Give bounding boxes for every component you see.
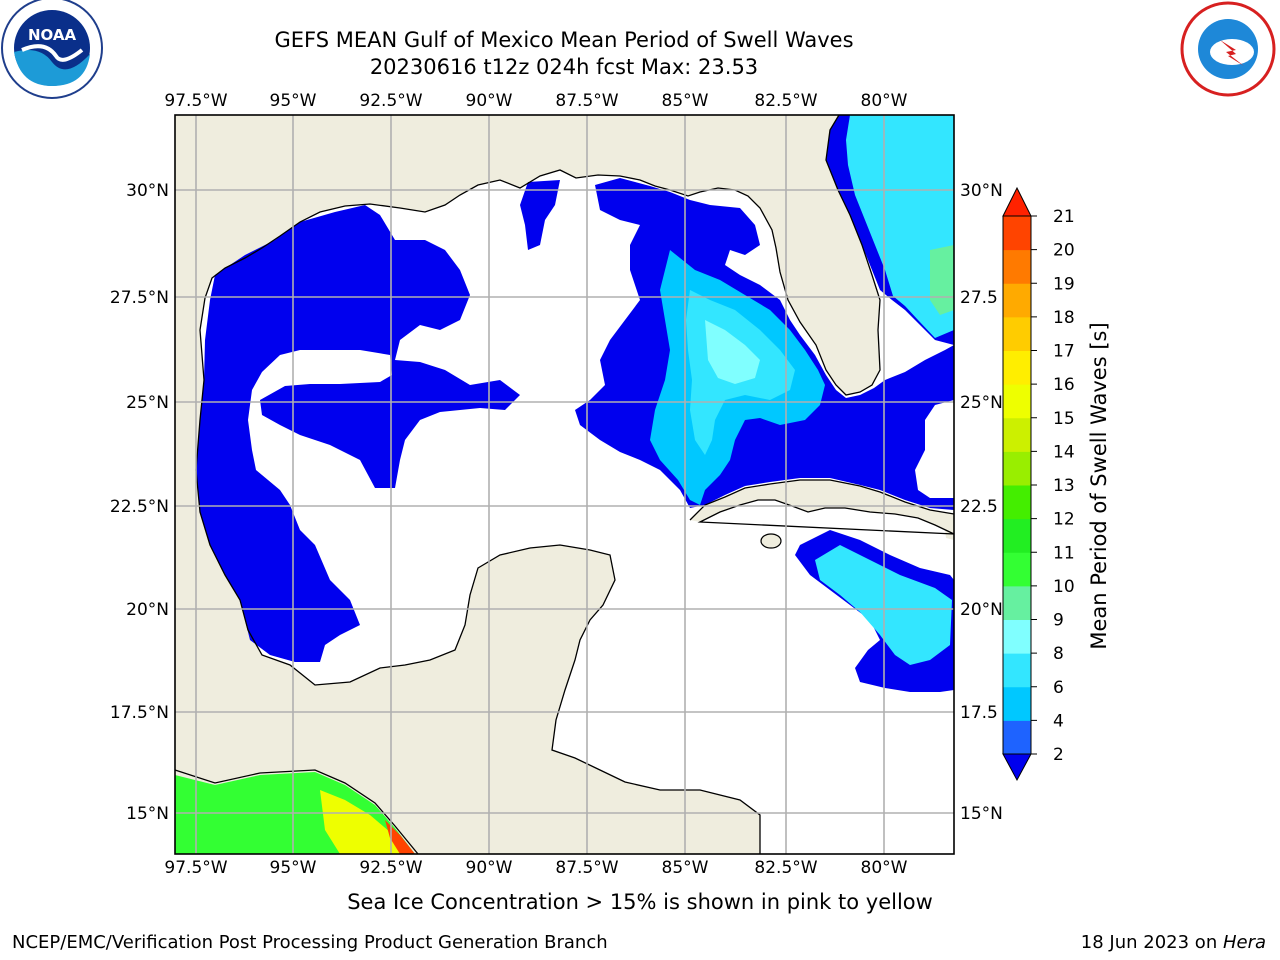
colorbar-segment: [1003, 283, 1031, 318]
field-cyan-core: [705, 320, 760, 384]
latitude-label: 27.5°N: [110, 288, 169, 308]
colorbar-segment: [1003, 518, 1031, 553]
latitude-label: 27.5: [960, 288, 998, 308]
noaa-logo: NOAA: [1, 0, 103, 99]
latitude-label: 17.5: [960, 703, 998, 723]
sea-ice-note: Sea Ice Concentration > 15% is shown in …: [347, 890, 933, 914]
colorbar-label: Mean Period of Swell Waves [s]: [1087, 322, 1111, 649]
longitude-label: 92.5°W: [359, 858, 422, 878]
latitude-labels-right: 30°N 27.5 25°N 22.5 20°N 17.5 15°N: [960, 181, 1003, 824]
colorbar-segment: [1003, 485, 1031, 520]
longitude-label: 82.5°W: [754, 91, 817, 111]
footer-credit: NCEP/EMC/Verification Post Processing Pr…: [12, 932, 608, 953]
gridlines: [175, 115, 954, 854]
swell-period-field: [175, 115, 954, 854]
latitude-label: 15°N: [960, 804, 1003, 824]
colorbar-segment: [1003, 585, 1031, 620]
map-subtitle: 20230616 t12z 024h fcst Max: 23.53: [369, 55, 759, 79]
colorbar-tick-label: 16: [1053, 375, 1075, 395]
field-atlantic-green: [930, 245, 954, 315]
footer-date: 18 Jun 2023 on Hera: [1080, 932, 1266, 953]
colorbar-over-triangle: [1002, 186, 1032, 217]
map-frame: [174, 114, 955, 855]
colorbar-segment: [1003, 216, 1031, 251]
map-title: GEFS MEAN Gulf of Mexico Mean Period of …: [274, 28, 854, 52]
latitude-label: 25°N: [126, 393, 169, 413]
colorbar-tick-label: 12: [1053, 510, 1075, 530]
longitude-labels-top: 97.5°W 95°W 92.5°W 90°W 87.5°W 85°W 82.5°W 80°W: [164, 91, 907, 111]
colorbar: 2 4 6 8 9 10 11 12 13 14 15 16 17 18 19 20 21: [1002, 186, 1075, 782]
longitude-labels-bottom: 97.5°W 95°W 92.5°W 90°W 87.5°W 85°W 82.5°W 80°W: [164, 858, 907, 878]
longitude-label: 85°W: [662, 91, 709, 111]
field-central-gulf: [520, 180, 560, 250]
latitude-label: 30°N: [126, 181, 169, 201]
longitude-label: 92.5°W: [359, 91, 422, 111]
colorbar-under-triangle: [1002, 753, 1032, 782]
coastline-cuba: [689, 479, 955, 535]
colorbar-segment: [1003, 384, 1031, 419]
longitude-label: 90°W: [466, 858, 513, 878]
land-cuba: [690, 480, 954, 534]
coastline: [195, 114, 881, 854]
latitude-label: 15°N: [126, 804, 169, 824]
colorbar-tick-label: 9: [1053, 611, 1064, 631]
latitude-label: 17.5°N: [110, 703, 169, 723]
colorbar-segment: [1003, 686, 1031, 721]
field-west-gulf: [196, 205, 520, 662]
latitude-label: 20°N: [126, 600, 169, 620]
footer-host: Hera: [1222, 932, 1266, 953]
colorbar-segment: [1003, 451, 1031, 486]
colorbar-segment: [1003, 653, 1031, 688]
latitude-label: 22.5: [960, 497, 998, 517]
longitude-label: 80°W: [861, 858, 908, 878]
longitude-label: 95°W: [270, 858, 317, 878]
longitude-label: 85°W: [662, 858, 709, 878]
isla-juventud: [760, 533, 782, 549]
colorbar-segment: [1003, 350, 1031, 385]
latitude-labels-left: 30°N 27.5°N 25°N 22.5°N 20°N 17.5°N 15°N: [110, 181, 169, 824]
field-south-pacific-yellow: [320, 790, 408, 854]
map-area: [174, 114, 955, 855]
colorbar-segment: [1003, 619, 1031, 654]
nws-logo: [1180, 1, 1276, 97]
longitude-label: 80°W: [861, 91, 908, 111]
longitude-label: 87.5°W: [555, 91, 618, 111]
longitude-label: 95°W: [270, 91, 317, 111]
field-atlantic-cyan: [846, 115, 954, 338]
colorbar-tick-label: 18: [1053, 308, 1075, 328]
latitude-label: 22.5°N: [110, 497, 169, 517]
colorbar-tick-label: 6: [1053, 678, 1064, 698]
colorbar-tick-label: 19: [1053, 274, 1075, 294]
colorbar-tick-label: 15: [1053, 409, 1075, 429]
longitude-label: 97.5°W: [164, 858, 227, 878]
colorbar-tick-label: 2: [1053, 745, 1064, 765]
colorbar-segment: [1003, 417, 1031, 452]
colorbar-tick-label: 21: [1053, 207, 1075, 227]
longitude-label: 97.5°W: [164, 91, 227, 111]
colorbar-tick-label: 11: [1053, 543, 1075, 563]
longitude-label: 87.5°W: [555, 858, 618, 878]
colorbar-tick-label: 14: [1053, 442, 1075, 462]
colorbar-tick-label: 13: [1053, 476, 1075, 496]
colorbar-segment: [1003, 249, 1031, 284]
colorbar-tick-label: 10: [1053, 577, 1075, 597]
colorbar-tick-label: 4: [1053, 711, 1064, 731]
latitude-label: 25°N: [960, 393, 1003, 413]
longitude-label: 90°W: [466, 91, 513, 111]
latitude-label: 20°N: [960, 600, 1003, 620]
colorbar-segment: [1003, 720, 1031, 755]
longitude-label: 82.5°W: [754, 858, 817, 878]
colorbar-tick-label: 17: [1053, 342, 1075, 362]
field-south-pacific-red: [385, 820, 415, 854]
colorbar-segment: [1003, 552, 1031, 587]
colorbar-tick-label: 8: [1053, 644, 1064, 664]
colorbar-tick-label: 20: [1053, 241, 1075, 261]
colorbar-segment: [1003, 316, 1031, 351]
svg-text:NOAA: NOAA: [28, 26, 77, 44]
latitude-label: 30°N: [960, 181, 1003, 201]
